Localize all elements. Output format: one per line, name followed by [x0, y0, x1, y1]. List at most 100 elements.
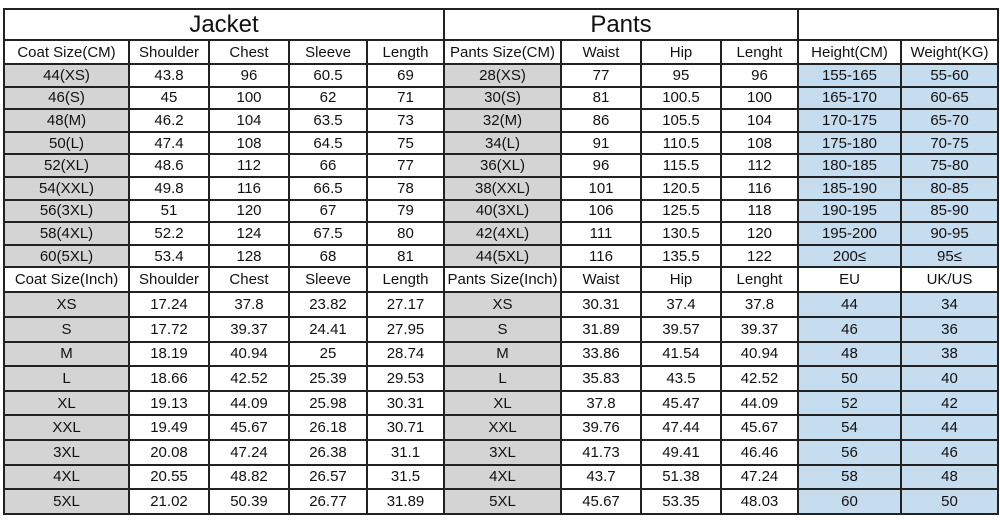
measurement-cell: 80: [366, 221, 445, 246]
table-row: 3XL 20.08 47.24 26.38 31.1 3XL 41.73 49.41 46.46…: [3, 438, 999, 466]
measurement-cell: 81: [560, 85, 642, 111]
measurement-cell: 26.38: [288, 438, 368, 466]
measurement-cell: 49.8: [128, 175, 210, 201]
body-measure-cell: 48: [900, 463, 999, 491]
column-header: Hip: [640, 39, 722, 65]
measurement-cell: 39.76: [560, 414, 642, 441]
measurement-cell: 45.67: [720, 414, 799, 441]
measurement-cell: 91: [560, 130, 642, 156]
measurement-cell: 116: [560, 243, 642, 269]
measurement-cell: 48.03: [720, 488, 799, 515]
measurement-cell: 19.13: [128, 389, 210, 417]
size-cell: 4XL: [443, 463, 562, 491]
measurement-cell: 39.37: [720, 315, 799, 343]
size-cell: 56(3XL): [3, 198, 130, 224]
title-row: Jacket Pants: [3, 8, 999, 41]
measurement-cell: 106: [560, 198, 642, 224]
measurement-cell: 48.6: [128, 153, 210, 178]
inch_table-header-row: Coat Size(Inch) Shoulder Chest Sleeve Length…: [3, 266, 999, 294]
measurement-cell: 67.5: [288, 221, 368, 246]
table-row: 4XL 20.55 48.82 26.57 31.5 4XL 43.7 51.38 47.24 5…: [3, 463, 999, 491]
size-chart-table: Jacket Pants Coat Size(CM) Shoulder Chest S…: [3, 8, 999, 515]
body-measure-cell: 56: [797, 438, 902, 466]
measurement-cell: 17.72: [128, 315, 210, 343]
measurement-cell: 112: [208, 153, 290, 178]
column-header: EU: [797, 266, 902, 294]
measurement-cell: 30.71: [366, 414, 445, 441]
measurement-cell: 19.49: [128, 414, 210, 441]
measurement-cell: 47.24: [720, 463, 799, 491]
measurement-cell: 47.44: [640, 414, 722, 441]
table-row: XXL 19.49 45.67 26.18 30.71 XXL 39.76 47.44 45.6…: [3, 414, 999, 441]
measurement-cell: 53.4: [128, 243, 210, 269]
body-measure-cell: 70-75: [900, 130, 999, 156]
measurement-cell: 108: [720, 130, 799, 156]
measurement-cell: 45: [128, 85, 210, 111]
body-measure-cell: 52: [797, 389, 902, 417]
measurement-cell: 115.5: [640, 153, 722, 178]
measurement-cell: 17.24: [128, 291, 210, 318]
measurement-cell: 53.35: [640, 488, 722, 515]
measurement-cell: 45.67: [560, 488, 642, 515]
measurement-cell: 81: [366, 243, 445, 269]
measurement-cell: 62: [288, 85, 368, 111]
measurement-cell: 52.2: [128, 221, 210, 246]
measurement-cell: 46.46: [720, 438, 799, 466]
size-cell: L: [3, 365, 130, 392]
table-row: 44(XS) 43.8 96 60.5 69 28(XS) 77 95 96 155-165 55-…: [3, 63, 999, 88]
size-cell: 38(XXL): [443, 175, 562, 201]
column-header: Hip: [640, 266, 722, 294]
body-measure-cell: 185-190: [797, 175, 902, 201]
measurement-cell: 40.94: [208, 340, 290, 368]
measurement-cell: 79: [366, 198, 445, 224]
size-cell: 50(L): [3, 130, 130, 156]
body-measure-cell: 60-65: [900, 85, 999, 111]
column-header: Chest: [208, 39, 290, 65]
measurement-cell: 75: [366, 130, 445, 156]
size-cell: L: [443, 365, 562, 392]
size-cell: 44(5XL): [443, 243, 562, 269]
measurement-cell: 43.8: [128, 63, 210, 88]
size-cell: XL: [443, 389, 562, 417]
measurement-cell: 44.09: [208, 389, 290, 417]
measurement-cell: 101: [560, 175, 642, 201]
pants-title: Pants: [443, 8, 799, 41]
measurement-cell: 26.77: [288, 488, 368, 515]
size-cell: 34(L): [443, 130, 562, 156]
column-header: Length: [366, 39, 445, 65]
body-measure-cell: 50: [797, 365, 902, 392]
measurement-cell: 46.2: [128, 108, 210, 133]
cm_table-header-row: Coat Size(CM) Shoulder Chest Sleeve Length Pa…: [3, 39, 999, 65]
size-cell: 42(4XL): [443, 221, 562, 246]
measurement-cell: 105.5: [640, 108, 722, 133]
column-header: Sleeve: [288, 39, 368, 65]
body-measure-cell: 44: [900, 414, 999, 441]
measurement-cell: 37.8: [560, 389, 642, 417]
measurement-cell: 30.31: [366, 389, 445, 417]
body-measure-cell: 65-70: [900, 108, 999, 133]
size-cell: S: [443, 315, 562, 343]
table-row: 48(M) 46.2 104 63.5 73 32(M) 86 105.5 104 170-175…: [3, 108, 999, 133]
size-cell: 32(M): [443, 108, 562, 133]
table-row: 5XL 21.02 50.39 26.77 31.89 5XL 45.67 53.35 48.0…: [3, 488, 999, 515]
measurement-cell: 20.08: [128, 438, 210, 466]
body-measure-cell: 48: [797, 340, 902, 368]
measurement-cell: 68: [288, 243, 368, 269]
size-cell: 36(XL): [443, 153, 562, 178]
size-cell: 5XL: [3, 488, 130, 515]
column-header: Coat Size(Inch): [3, 266, 130, 294]
measurement-cell: 33.86: [560, 340, 642, 368]
column-header: Shoulder: [128, 39, 210, 65]
measurement-cell: 39.37: [208, 315, 290, 343]
body-measure-cell: 75-80: [900, 153, 999, 178]
measurement-cell: 18.19: [128, 340, 210, 368]
size-cell: 28(XS): [443, 63, 562, 88]
jacket-title: Jacket: [3, 8, 445, 41]
body-measure-cell: 85-90: [900, 198, 999, 224]
column-header: Coat Size(CM): [3, 39, 130, 65]
measurement-cell: 25: [288, 340, 368, 368]
measurement-cell: 116: [208, 175, 290, 201]
column-header: Sleeve: [288, 266, 368, 294]
table-row: L 18.66 42.52 25.39 29.53 L 35.83 43.5 42.52 50 40: [3, 365, 999, 392]
measurement-cell: 26.18: [288, 414, 368, 441]
